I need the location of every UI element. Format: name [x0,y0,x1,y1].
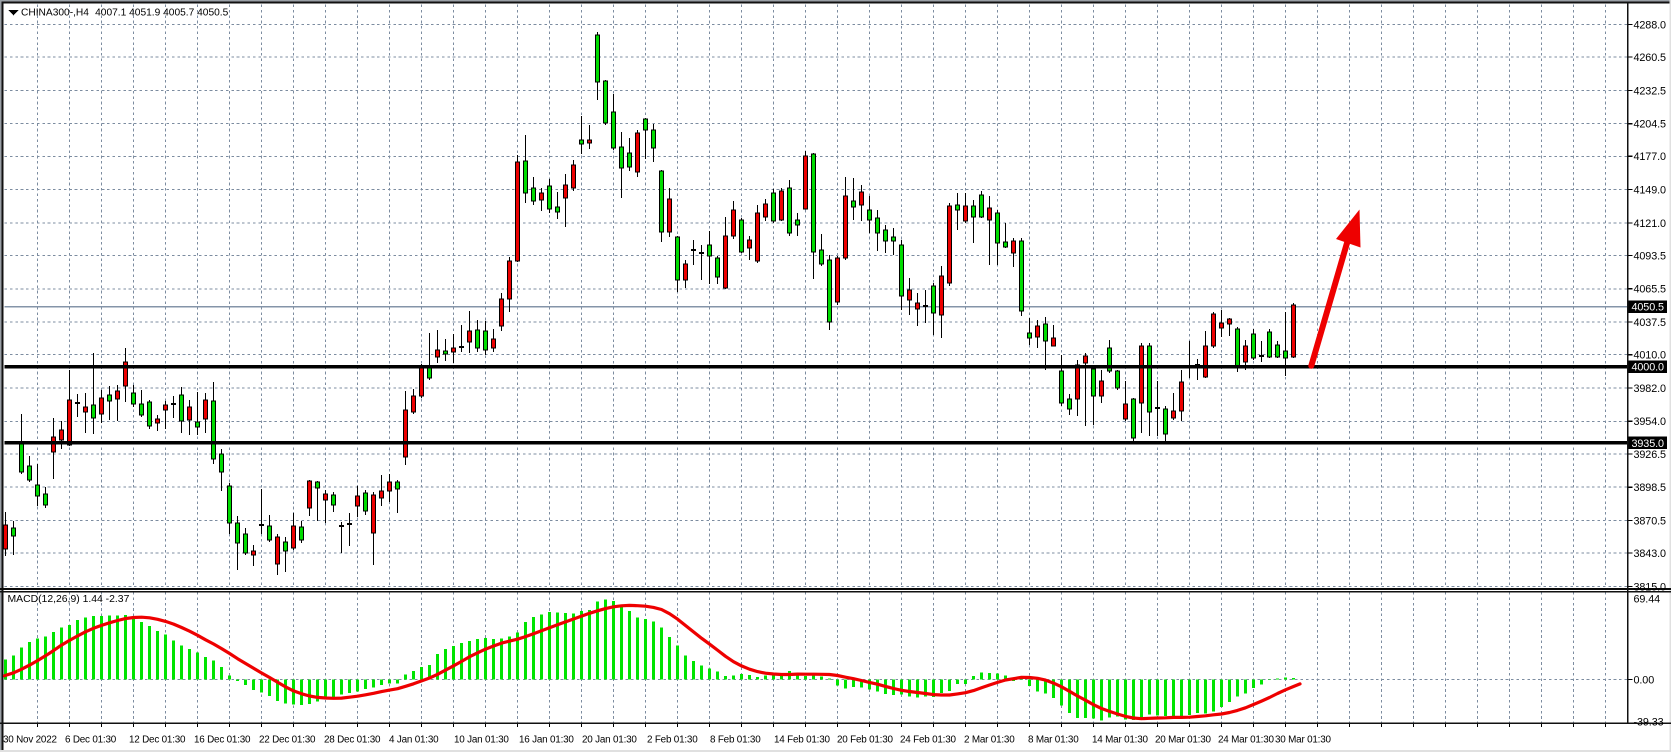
svg-text:14 Feb 01:30: 14 Feb 01:30 [774,734,831,745]
svg-text:4000.0: 4000.0 [1632,362,1665,374]
svg-text:24 Feb 01:30: 24 Feb 01:30 [900,734,957,745]
svg-text:4204.5: 4204.5 [1634,119,1667,131]
svg-text:20 Feb 01:30: 20 Feb 01:30 [837,734,894,745]
svg-text:14 Mar 01:30: 14 Mar 01:30 [1092,734,1148,745]
svg-text:24 Mar 01:30: 24 Mar 01:30 [1218,734,1274,745]
svg-text:20 Jan 01:30: 20 Jan 01:30 [582,734,637,745]
svg-text:10 Jan 01:30: 10 Jan 01:30 [454,734,509,745]
svg-text:4010.0: 4010.0 [1634,350,1667,362]
svg-text:3982.0: 3982.0 [1634,383,1667,395]
svg-text:3935.0: 3935.0 [1632,438,1665,450]
svg-text:12 Dec 01:30: 12 Dec 01:30 [129,734,186,745]
svg-text:22 Dec 01:30: 22 Dec 01:30 [259,734,316,745]
svg-text:2 Mar 01:30: 2 Mar 01:30 [964,734,1015,745]
svg-text:20 Mar 01:30: 20 Mar 01:30 [1155,734,1211,745]
svg-text:3954.0: 3954.0 [1634,416,1667,428]
svg-text:-39.33: -39.33 [1634,716,1664,728]
svg-text:4121.0: 4121.0 [1634,218,1667,230]
svg-text:8 Mar 01:30: 8 Mar 01:30 [1028,734,1079,745]
svg-text:30 Mar 01:30: 30 Mar 01:30 [1275,734,1331,745]
svg-text:4050.5: 4050.5 [1632,302,1665,314]
svg-text:6 Dec 01:30: 6 Dec 01:30 [65,734,117,745]
svg-text:4149.0: 4149.0 [1634,184,1667,196]
svg-text:3870.5: 3870.5 [1634,515,1667,527]
svg-text:4065.5: 4065.5 [1634,284,1667,296]
svg-text:4 Jan 01:30: 4 Jan 01:30 [389,734,439,745]
svg-text:4093.5: 4093.5 [1634,250,1667,262]
svg-text:30 Nov 2022: 30 Nov 2022 [3,734,57,745]
svg-text:4232.5: 4232.5 [1634,85,1667,97]
svg-text:69.44: 69.44 [1634,594,1661,606]
svg-text:16 Jan 01:30: 16 Jan 01:30 [519,734,574,745]
svg-text:8 Feb 01:30: 8 Feb 01:30 [710,734,761,745]
svg-text:2 Feb 01:30: 2 Feb 01:30 [647,734,698,745]
svg-text:4288.0: 4288.0 [1634,19,1667,31]
svg-text:16 Dec 01:30: 16 Dec 01:30 [194,734,251,745]
svg-text:0.00: 0.00 [1634,674,1655,686]
svg-text:4177.0: 4177.0 [1634,151,1667,163]
svg-text:MACD(12,26,9) 1.44 -2.37: MACD(12,26,9) 1.44 -2.37 [8,594,130,605]
svg-text:3843.0: 3843.0 [1634,548,1667,560]
svg-text:4260.5: 4260.5 [1634,52,1667,64]
svg-text:28 Dec 01:30: 28 Dec 01:30 [324,734,381,745]
svg-text:3898.5: 3898.5 [1634,482,1667,494]
svg-text:3926.5: 3926.5 [1634,449,1667,461]
svg-text:4037.5: 4037.5 [1634,317,1667,329]
svg-text:3815.0: 3815.0 [1634,581,1667,593]
